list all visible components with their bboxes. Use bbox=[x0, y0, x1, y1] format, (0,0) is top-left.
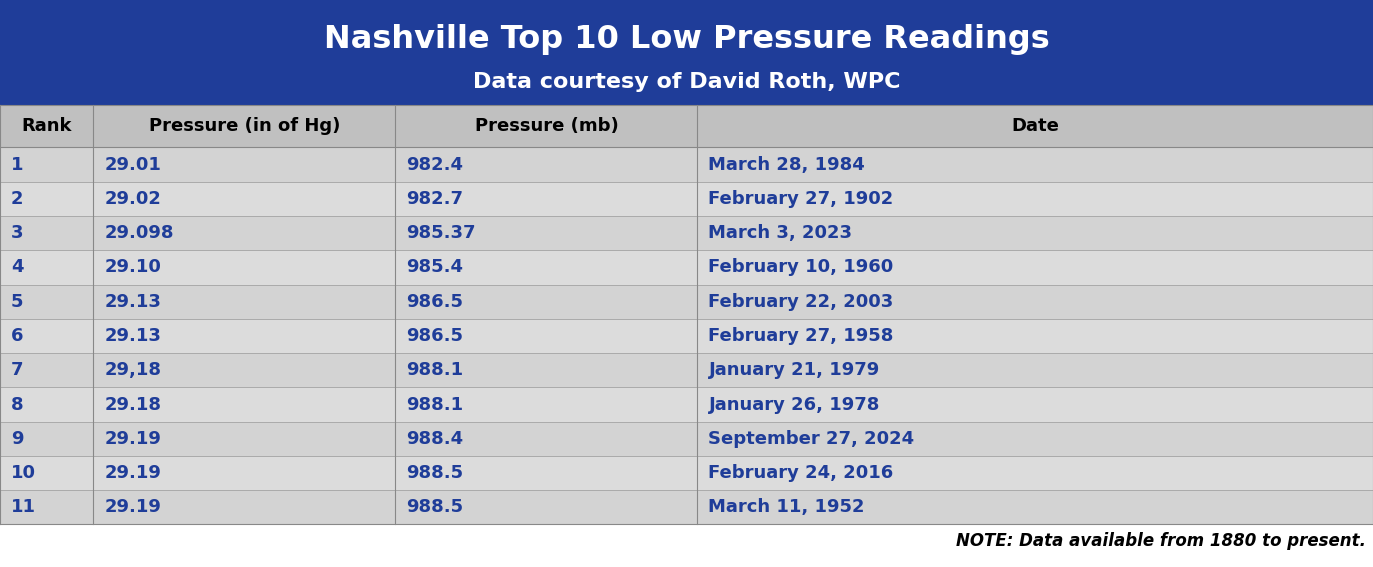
Text: 8: 8 bbox=[11, 396, 23, 413]
Text: January 21, 1979: January 21, 1979 bbox=[708, 361, 880, 379]
Text: February 27, 1958: February 27, 1958 bbox=[708, 327, 894, 345]
Bar bbox=[0, 147, 1373, 181]
Text: 29.19: 29.19 bbox=[104, 464, 161, 482]
Text: 9: 9 bbox=[11, 430, 23, 448]
Text: 988.5: 988.5 bbox=[406, 464, 464, 482]
Bar bbox=[0, 105, 1373, 147]
Text: Rank: Rank bbox=[22, 117, 71, 135]
Text: 29,18: 29,18 bbox=[104, 361, 162, 379]
Bar bbox=[0, 490, 1373, 524]
Text: February 27, 1902: February 27, 1902 bbox=[708, 190, 894, 208]
Text: 1: 1 bbox=[11, 155, 23, 174]
Bar bbox=[0, 319, 1373, 353]
Text: 29.01: 29.01 bbox=[104, 155, 161, 174]
Text: 988.1: 988.1 bbox=[406, 361, 464, 379]
Text: 986.5: 986.5 bbox=[406, 293, 464, 311]
Text: 982.7: 982.7 bbox=[406, 190, 464, 208]
Text: 29.02: 29.02 bbox=[104, 190, 161, 208]
Text: February 10, 1960: February 10, 1960 bbox=[708, 259, 894, 276]
Bar bbox=[0, 524, 1373, 567]
Bar bbox=[0, 456, 1373, 490]
Text: 3: 3 bbox=[11, 224, 23, 242]
Text: 29.098: 29.098 bbox=[104, 224, 174, 242]
Text: 7: 7 bbox=[11, 361, 23, 379]
Text: February 24, 2016: February 24, 2016 bbox=[708, 464, 894, 482]
Text: Date: Date bbox=[1012, 117, 1059, 135]
Text: February 22, 2003: February 22, 2003 bbox=[708, 293, 894, 311]
Text: Nashville Top 10 Low Pressure Readings: Nashville Top 10 Low Pressure Readings bbox=[324, 24, 1049, 56]
Text: 988.4: 988.4 bbox=[406, 430, 464, 448]
Text: 982.4: 982.4 bbox=[406, 155, 464, 174]
Bar bbox=[0, 0, 1373, 105]
Text: 2: 2 bbox=[11, 190, 23, 208]
Bar bbox=[0, 387, 1373, 422]
Bar bbox=[0, 285, 1373, 319]
Text: Pressure (mb): Pressure (mb) bbox=[475, 117, 618, 135]
Text: 29.13: 29.13 bbox=[104, 327, 161, 345]
Text: 988.5: 988.5 bbox=[406, 498, 464, 517]
Text: 985.37: 985.37 bbox=[406, 224, 476, 242]
Text: Pressure (in of Hg): Pressure (in of Hg) bbox=[148, 117, 341, 135]
Text: 985.4: 985.4 bbox=[406, 259, 464, 276]
Text: 986.5: 986.5 bbox=[406, 327, 464, 345]
Text: September 27, 2024: September 27, 2024 bbox=[708, 430, 914, 448]
Text: NOTE: Data available from 1880 to present.: NOTE: Data available from 1880 to presen… bbox=[956, 532, 1366, 551]
Text: 6: 6 bbox=[11, 327, 23, 345]
Text: 4: 4 bbox=[11, 259, 23, 276]
Text: Data courtesy of David Roth, WPC: Data courtesy of David Roth, WPC bbox=[472, 72, 901, 92]
Text: 29.19: 29.19 bbox=[104, 430, 161, 448]
Text: 5: 5 bbox=[11, 293, 23, 311]
Text: March 28, 1984: March 28, 1984 bbox=[708, 155, 865, 174]
Text: 29.13: 29.13 bbox=[104, 293, 161, 311]
Text: March 3, 2023: March 3, 2023 bbox=[708, 224, 853, 242]
Bar bbox=[0, 422, 1373, 456]
Bar bbox=[0, 250, 1373, 285]
Text: March 11, 1952: March 11, 1952 bbox=[708, 498, 865, 517]
Bar bbox=[0, 216, 1373, 250]
Text: 29.10: 29.10 bbox=[104, 259, 161, 276]
Text: 988.1: 988.1 bbox=[406, 396, 464, 413]
Bar bbox=[0, 181, 1373, 216]
Text: 11: 11 bbox=[11, 498, 36, 517]
Text: January 26, 1978: January 26, 1978 bbox=[708, 396, 880, 413]
Bar bbox=[0, 353, 1373, 387]
Text: 29.18: 29.18 bbox=[104, 396, 162, 413]
Text: 29.19: 29.19 bbox=[104, 498, 161, 517]
Text: 10: 10 bbox=[11, 464, 36, 482]
